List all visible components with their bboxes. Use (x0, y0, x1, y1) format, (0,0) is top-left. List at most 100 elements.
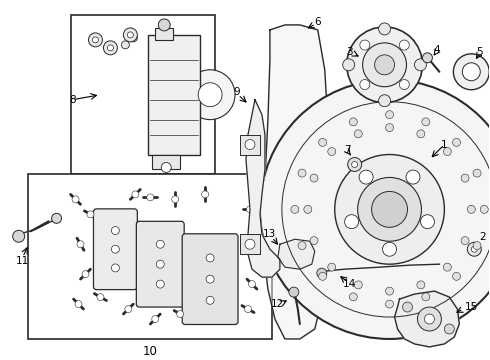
Circle shape (352, 162, 358, 167)
Circle shape (206, 254, 214, 262)
Circle shape (328, 148, 336, 156)
Circle shape (463, 63, 480, 81)
Circle shape (97, 294, 104, 301)
Circle shape (328, 263, 336, 271)
Circle shape (304, 205, 312, 213)
Circle shape (129, 34, 137, 42)
Circle shape (399, 80, 409, 90)
Circle shape (254, 251, 262, 258)
Circle shape (343, 59, 355, 71)
Text: 5: 5 (476, 47, 483, 57)
Circle shape (318, 138, 326, 147)
Circle shape (111, 264, 120, 272)
Circle shape (298, 242, 306, 249)
FancyBboxPatch shape (94, 209, 137, 289)
Circle shape (371, 192, 408, 227)
Text: 3: 3 (346, 47, 353, 57)
Circle shape (348, 158, 362, 171)
Circle shape (379, 95, 391, 107)
Circle shape (156, 240, 164, 248)
Circle shape (206, 296, 214, 304)
Polygon shape (394, 291, 459, 347)
Text: 13: 13 (263, 229, 276, 239)
Circle shape (75, 301, 82, 307)
Circle shape (480, 205, 488, 213)
Circle shape (77, 241, 84, 248)
Circle shape (107, 45, 113, 51)
Text: 14: 14 (343, 279, 356, 289)
Bar (148, 35, 200, 154)
Circle shape (87, 211, 94, 218)
Circle shape (453, 138, 461, 147)
Circle shape (248, 281, 255, 288)
Circle shape (185, 70, 235, 120)
Circle shape (386, 111, 393, 119)
Circle shape (260, 80, 490, 339)
Circle shape (246, 206, 253, 213)
Circle shape (386, 123, 393, 132)
Text: 8: 8 (69, 95, 76, 105)
Circle shape (152, 315, 159, 323)
Circle shape (402, 302, 413, 312)
Circle shape (443, 263, 451, 271)
Circle shape (422, 118, 430, 126)
FancyBboxPatch shape (136, 221, 184, 307)
Circle shape (349, 118, 357, 126)
Text: 4: 4 (433, 45, 440, 55)
Circle shape (461, 237, 469, 245)
Polygon shape (278, 239, 315, 269)
Circle shape (262, 221, 269, 228)
Circle shape (444, 324, 454, 334)
Circle shape (359, 170, 373, 184)
Circle shape (347, 27, 422, 103)
Circle shape (399, 40, 409, 50)
Circle shape (318, 272, 326, 280)
Text: 2: 2 (479, 232, 486, 242)
Circle shape (156, 260, 164, 268)
Circle shape (198, 83, 222, 107)
Circle shape (453, 54, 489, 90)
Circle shape (422, 293, 430, 301)
Circle shape (354, 281, 362, 289)
Circle shape (360, 80, 370, 90)
Circle shape (335, 154, 444, 264)
Text: 1: 1 (441, 140, 448, 149)
Circle shape (201, 191, 209, 198)
Circle shape (245, 140, 255, 149)
Circle shape (310, 174, 318, 182)
Circle shape (383, 242, 396, 256)
Circle shape (453, 272, 461, 280)
Circle shape (360, 40, 370, 50)
Circle shape (374, 55, 394, 75)
Circle shape (103, 41, 118, 55)
Circle shape (206, 275, 214, 283)
Circle shape (122, 41, 129, 49)
Circle shape (317, 268, 327, 278)
Circle shape (89, 33, 102, 47)
Circle shape (471, 246, 477, 252)
Circle shape (363, 43, 407, 87)
Text: 9: 9 (234, 87, 240, 97)
Text: 12: 12 (271, 299, 285, 309)
Circle shape (280, 219, 290, 229)
Circle shape (422, 53, 432, 63)
Circle shape (420, 215, 435, 229)
Circle shape (467, 242, 481, 256)
Circle shape (289, 287, 299, 297)
Circle shape (111, 226, 120, 234)
Circle shape (354, 130, 362, 138)
Circle shape (443, 148, 451, 156)
Circle shape (417, 281, 425, 289)
Circle shape (358, 177, 421, 241)
Circle shape (82, 271, 89, 278)
Circle shape (161, 162, 171, 172)
Circle shape (291, 205, 299, 213)
Polygon shape (262, 25, 328, 339)
Circle shape (415, 59, 426, 71)
Bar (71, 15, 215, 175)
Circle shape (349, 293, 357, 301)
Text: 6: 6 (315, 17, 321, 27)
Bar (240, 135, 260, 154)
Circle shape (417, 307, 441, 331)
Circle shape (123, 28, 137, 42)
